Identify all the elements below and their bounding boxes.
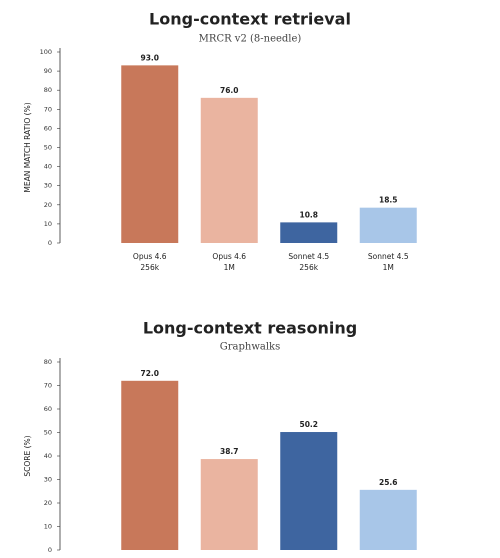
chart-title: Long-context reasoning <box>143 319 357 338</box>
value-label: 18.5 <box>379 196 398 205</box>
y-tick-label: 60 <box>44 405 52 413</box>
value-label: 93.0 <box>140 53 159 62</box>
y-tick-label: 70 <box>44 382 52 390</box>
x-tick-label: Opus 4.6 <box>133 252 167 261</box>
y-tick-label: 30 <box>44 182 52 190</box>
x-tick-label: Sonnet 4.5 <box>288 252 329 261</box>
x-tick-label: 256k <box>299 263 318 272</box>
value-label: 50.2 <box>299 420 318 429</box>
value-label: 25.6 <box>379 478 398 487</box>
y-tick-label: 10 <box>44 220 52 228</box>
y-axis-label: MEAN MATCH RATIO (%) <box>23 102 32 192</box>
chart-subtitle: Graphwalks <box>220 342 280 353</box>
y-tick-label: 80 <box>44 86 52 94</box>
x-tick-label: 256k <box>140 263 159 272</box>
bar <box>359 207 417 243</box>
x-tick-label: Opus 4.6 <box>212 252 246 261</box>
y-tick-label: 50 <box>44 144 52 152</box>
y-tick-label: 90 <box>44 67 52 75</box>
y-tick-label: 30 <box>44 476 52 484</box>
y-tick-label: 0 <box>48 239 52 247</box>
bar <box>280 432 338 550</box>
value-label: 72.0 <box>140 369 159 378</box>
y-tick-label: 0 <box>48 546 52 554</box>
x-tick-label: 1M <box>383 263 394 272</box>
bar <box>121 65 179 244</box>
x-tick-label: 1M <box>224 263 235 272</box>
y-tick-label: 20 <box>44 201 52 209</box>
bar <box>359 489 417 550</box>
y-tick-label: 40 <box>44 163 52 171</box>
y-tick-label: 10 <box>44 523 52 531</box>
bar <box>280 222 338 243</box>
y-tick-label: 80 <box>44 358 52 366</box>
y-axis-label: SCORE (%) <box>23 435 32 476</box>
chart-subtitle: MRCR v2 (8-needle) <box>199 34 302 45</box>
value-label: 10.8 <box>299 210 318 219</box>
value-label: 38.7 <box>220 447 239 456</box>
y-tick-label: 60 <box>44 124 52 132</box>
chart-title: Long-context retrieval <box>149 10 351 29</box>
y-tick-label: 40 <box>44 452 52 460</box>
value-label: 76.0 <box>220 86 239 95</box>
bar <box>121 380 179 550</box>
bar <box>200 97 258 243</box>
y-tick-label: 20 <box>44 499 52 507</box>
y-tick-label: 70 <box>44 105 52 113</box>
bar <box>200 459 258 550</box>
x-tick-label: Sonnet 4.5 <box>368 252 409 261</box>
y-tick-label: 100 <box>40 48 52 56</box>
y-tick-label: 50 <box>44 429 52 437</box>
